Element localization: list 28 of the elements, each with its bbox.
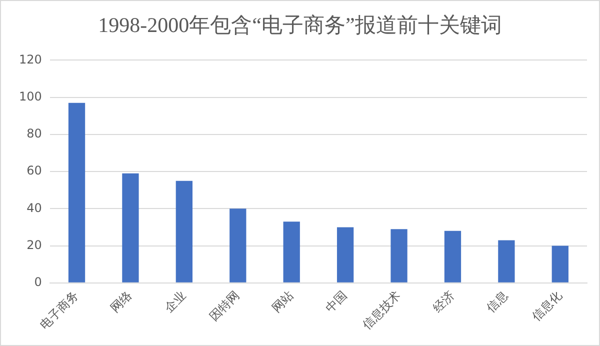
x-tick-label: 电子商务 [37, 288, 82, 332]
x-tick-label: 网站 [269, 288, 296, 316]
bar [283, 222, 300, 282]
x-tick-label: 网络 [108, 288, 135, 316]
bar [122, 173, 139, 282]
bar [552, 246, 568, 282]
bar [68, 102, 86, 282]
bar [498, 240, 515, 282]
x-tick-label: 中国 [322, 288, 350, 316]
bar [230, 208, 246, 282]
bar [336, 227, 354, 282]
x-tick-label: 因特网 [206, 288, 242, 324]
y-tick-label: 40 [26, 200, 42, 215]
y-tick-label: 60 [26, 164, 42, 178]
y-tick-label: 80 [26, 126, 42, 141]
x-tick-label: 信息化 [529, 288, 564, 324]
bar [390, 229, 408, 282]
chart-title: 1998-2000年包含“电子商务”报道前十关键词 [97, 12, 503, 39]
y-tick-label: 20 [26, 238, 42, 252]
x-tick-label: 经济 [430, 288, 458, 316]
y-tick-label: 120 [19, 52, 42, 66]
x-tick-label: 信息 [484, 288, 511, 316]
x-tick-label: 企业 [162, 288, 189, 316]
y-tick-label: 100 [19, 89, 42, 104]
y-tick-label: 0 [34, 275, 42, 289]
x-tick-label: 信息技术 [360, 288, 404, 332]
bar [444, 230, 462, 282]
bar [176, 180, 193, 282]
